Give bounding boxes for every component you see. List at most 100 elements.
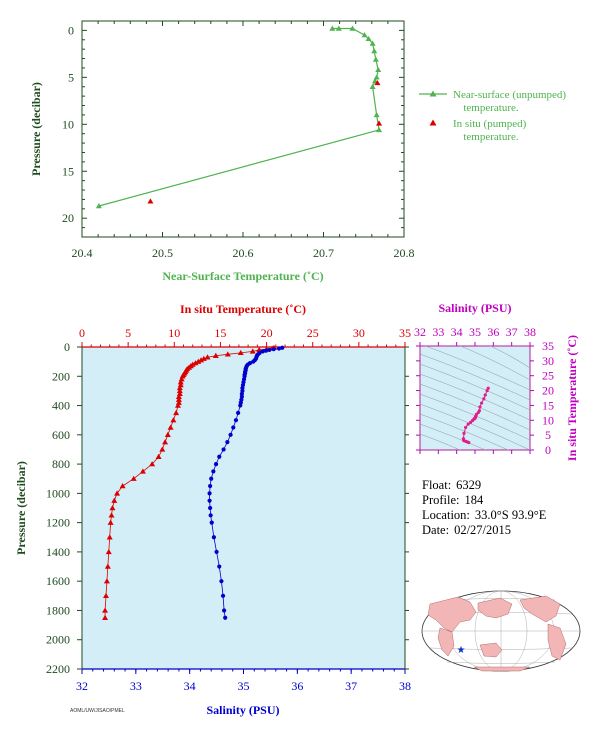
float-label: Float: <box>422 478 452 492</box>
near-surface-y-tick-label: 5 <box>68 70 74 84</box>
temp-axis-tick-label: 10 <box>168 326 180 340</box>
salinity-profile-point <box>280 345 285 350</box>
salinity-profile-point <box>222 608 227 613</box>
temperature-profile-point <box>102 614 109 620</box>
ts-y-tick-label: 20 <box>542 384 554 398</box>
ts-y-tick-label: 35 <box>542 339 554 353</box>
pressure-axis-tick-label: 600 <box>52 428 70 442</box>
salinity-axis-tick-label: 33 <box>130 679 142 693</box>
ts-point <box>469 420 473 424</box>
ts-point <box>483 393 487 397</box>
near-surface-point <box>371 48 378 54</box>
salinity-profile-point <box>220 593 226 598</box>
profile-label: Profile: <box>422 493 460 507</box>
salinity-profile-point <box>207 498 212 503</box>
profile-row: Profile: 184 <box>422 493 546 508</box>
salinity-profile-point <box>207 491 212 496</box>
temperature-profile-point <box>167 424 174 430</box>
temperature-profile-point <box>164 431 171 438</box>
temperature-profile-point <box>102 607 109 613</box>
salinity-profile-point <box>231 425 236 430</box>
near-surface-x-tick-label: 20.8 <box>394 246 415 260</box>
pressure-axis-tick-label: 1800 <box>46 603 70 617</box>
near-surface-x-tick-label: 20.7 <box>313 246 334 260</box>
pressure-axis-tick-label: 2200 <box>46 662 70 676</box>
ts-x-tick-label: 33 <box>432 325 444 339</box>
ts-density-contours <box>420 346 530 450</box>
temperature-profile-point <box>177 379 184 385</box>
temp-axis-tick-label: 0 <box>79 326 85 340</box>
salinity-profile-point <box>233 418 239 423</box>
legend-label-near-surface-2: temperature. <box>463 102 519 114</box>
near-surface-point <box>376 126 383 133</box>
salinity-profile-point <box>228 432 233 437</box>
salinity-profile-point <box>211 535 216 540</box>
ts-point <box>485 388 489 393</box>
near-surface-y-tick-label: 0 <box>68 23 74 37</box>
temp-axis-tick-label: 20 <box>261 326 273 340</box>
salinity-profile-point <box>251 359 256 364</box>
map-landmasses <box>427 595 567 672</box>
temperature-profile-point <box>204 354 211 360</box>
salinity-axis-tick-label: 35 <box>238 679 250 693</box>
temperature-profile-point <box>130 475 137 481</box>
pressure-axis-tick-label: 200 <box>52 369 70 383</box>
pressure-axis-tick-label: 400 <box>52 399 70 413</box>
salinity-profile-point <box>217 564 222 569</box>
ts-x-tick-label: 35 <box>469 325 481 339</box>
in-situ-point <box>376 120 383 126</box>
temperature-profile-point <box>111 497 118 503</box>
temperature-profile-point <box>256 346 263 353</box>
ts-y-axis-label: In situ Temperature (˚C) <box>565 335 579 461</box>
ts-x-tick-label: 38 <box>524 325 536 339</box>
profile-top-axis-label: In situ Temperature (˚C) <box>180 302 306 316</box>
temperature-profile-point <box>170 417 177 423</box>
legend-label-in-situ-1: In situ (pumped) <box>453 118 527 130</box>
date-row: Date: 02/27/2015 <box>422 523 546 538</box>
near-surface-axes: 20.4 20.5 20.6 20.7 20.8 0 5 10 15 20 <box>62 21 415 260</box>
pressure-axis-tick-label: 1200 <box>46 516 70 530</box>
temperature-profile-point <box>176 390 183 397</box>
near-surface-x-tick-label: 20.5 <box>152 246 173 260</box>
temperature-profile-point <box>174 402 181 408</box>
temperature-profile-point <box>109 505 116 511</box>
float-location-star-icon: ★ <box>457 645 466 656</box>
near-surface-chart: 20.4 20.5 20.6 20.7 20.8 0 5 10 15 20 Near-Surfac… <box>29 20 566 283</box>
salinity-profile-point <box>223 615 228 620</box>
near-surface-point <box>349 25 356 31</box>
salinity-profile-point <box>209 476 214 481</box>
salinity-profile-point <box>208 505 213 511</box>
float-value: 6329 <box>456 478 482 492</box>
legend-label-near-surface-1: Near-surface (unpumped) <box>453 89 566 101</box>
salinity-axis-tick-label: 32 <box>76 679 88 693</box>
temp-axis-tick-label: 15 <box>214 326 226 340</box>
temperature-profile-point <box>177 382 184 388</box>
pressure-axis-tick-label: 1400 <box>46 545 70 559</box>
near-surface-point <box>369 83 376 89</box>
profile-axes: 0 5 10 15 20 25 30 35 32 33 34 35 36 37 38 0 200 400 600 80… <box>46 326 411 693</box>
temperature-profile-point <box>102 592 109 599</box>
near-surface-point <box>373 74 380 80</box>
legend-label-in-situ-2: temperature. <box>463 131 519 143</box>
temperature-profile-point <box>107 519 114 525</box>
profile-chart: 0 5 10 15 20 25 30 35 32 33 34 35 36 37 38 0 200 400 600 80… <box>14 302 411 717</box>
temperature-profile-point <box>176 384 183 391</box>
near-surface-series <box>95 25 383 209</box>
temp-axis-tick-label: 25 <box>307 326 319 340</box>
near-surface-x-tick-label: 20.4 <box>72 246 93 260</box>
near-surface-point <box>369 40 376 46</box>
temperature-profile-point <box>173 409 180 416</box>
temperature-profile-point <box>104 563 111 569</box>
salinity-profile-point <box>267 347 272 353</box>
float-metadata: Float: 6329 Profile: 184 Location: 33.0°S 9… <box>422 478 546 538</box>
ts-x-tick-label: 36 <box>487 325 499 339</box>
float-row: Float: 6329 <box>422 478 546 493</box>
location-label: Location: <box>422 508 470 522</box>
salinity-profile-point <box>225 440 230 445</box>
near-surface-point <box>365 35 372 42</box>
temperature-profile-point <box>178 376 185 382</box>
near-surface-point <box>372 56 379 62</box>
salinity-profile-point <box>240 385 245 391</box>
near-surface-point <box>373 111 380 118</box>
